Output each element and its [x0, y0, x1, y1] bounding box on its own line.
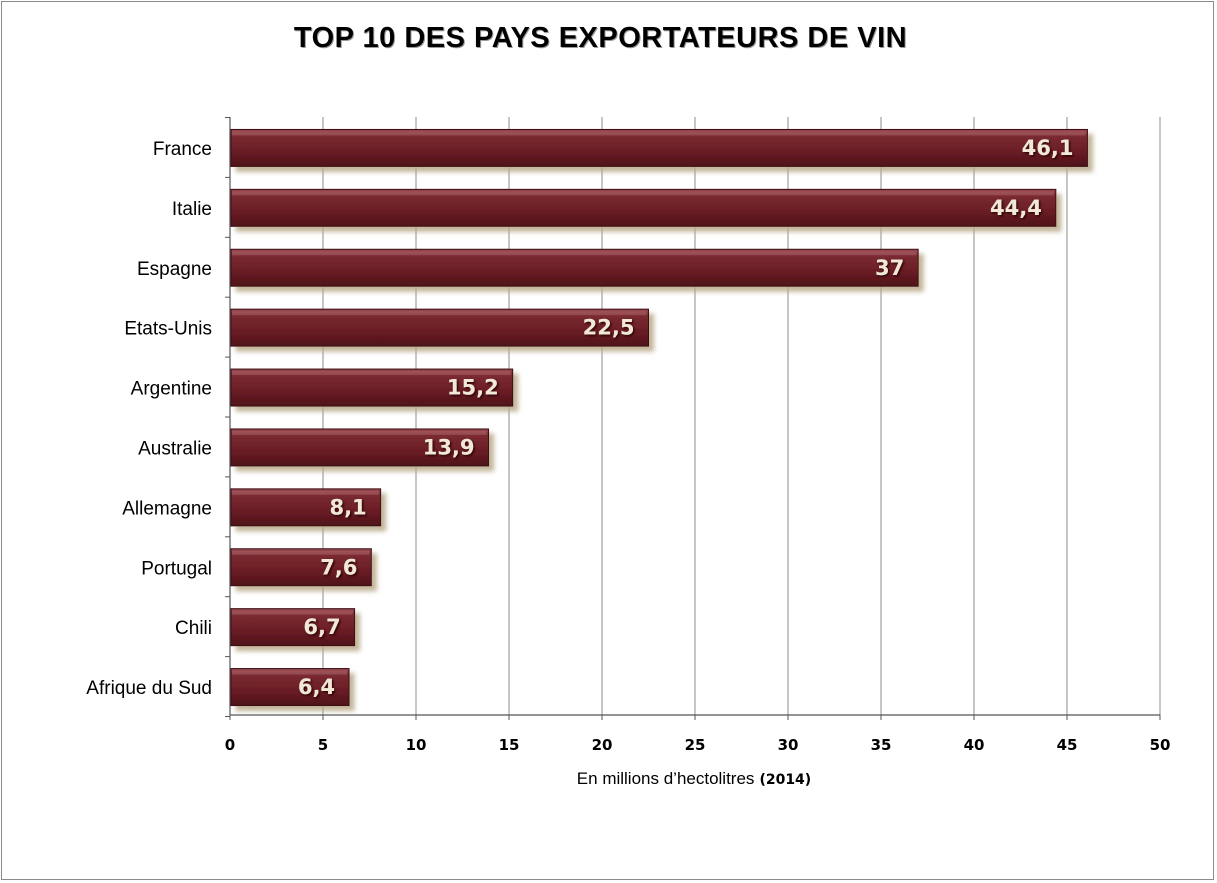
- bar-highlight: [232, 251, 917, 256]
- x-tick-label: 5: [318, 736, 328, 754]
- bar: [230, 428, 490, 467]
- bar-highlight: [232, 371, 511, 376]
- bar-highlight: [232, 311, 647, 316]
- data-label: 22,5: [583, 316, 635, 340]
- category-label: Allemagne: [122, 498, 212, 519]
- category-label: Etats-Unis: [124, 319, 212, 340]
- data-label: 6,7: [303, 615, 340, 639]
- data-label: 46,1: [1022, 136, 1074, 160]
- data-label: 37: [875, 256, 904, 280]
- bar: [230, 488, 382, 527]
- bars: 46,1 44,4 37 22,5 15,2 13,9 8,1 7,6 6,7 6,4: [230, 128, 1088, 707]
- category-label: Chili: [175, 618, 212, 639]
- bar-group: [230, 668, 350, 707]
- x-tick-label: 15: [499, 736, 520, 754]
- bar-group: [230, 308, 649, 347]
- bar-group: [230, 188, 1057, 227]
- category-label: France: [153, 139, 212, 160]
- x-axis-title-main: En millions d’hectolitres: [577, 769, 755, 788]
- x-tick-label: 25: [685, 736, 706, 754]
- bar-group: [230, 608, 356, 647]
- bar: [230, 188, 1057, 227]
- bar-highlight: [232, 550, 370, 555]
- category-labels: France Italie Espagne Etats-Unis Argentine Au…: [86, 139, 212, 699]
- data-label: 15,2: [447, 376, 499, 400]
- bar: [230, 308, 649, 347]
- x-tick-label: 45: [1057, 736, 1078, 754]
- bar-group: [230, 548, 372, 587]
- category-label: Afrique du Sud: [86, 678, 212, 699]
- x-axis-title: En millions d’hectolitres (2014): [577, 769, 811, 788]
- bar-highlight: [232, 610, 353, 615]
- category-label: Espagne: [137, 259, 212, 280]
- category-label: Argentine: [131, 379, 212, 400]
- data-label: 6,4: [298, 675, 335, 699]
- bar-highlight: [232, 191, 1054, 196]
- bar: [230, 248, 919, 287]
- bar-group: [230, 488, 382, 527]
- data-label: 44,4: [990, 196, 1042, 220]
- bar-highlight: [232, 131, 1086, 136]
- category-label: Portugal: [141, 558, 212, 579]
- bar: [230, 368, 514, 407]
- category-label: Australie: [138, 438, 212, 459]
- bar-highlight: [232, 430, 487, 435]
- bar-group: [230, 128, 1088, 167]
- bar-group: [230, 248, 919, 287]
- data-label: 7,6: [320, 555, 357, 579]
- x-tick-label: 35: [871, 736, 892, 754]
- bar: [230, 608, 356, 647]
- x-tick-label: 10: [406, 736, 427, 754]
- x-tick-labels: 0 5 10 15 20 25 30 35 40 45 50: [225, 736, 1171, 754]
- data-label: 8,1: [329, 495, 366, 519]
- data-label: 13,9: [423, 435, 475, 459]
- bar-highlight: [232, 670, 348, 675]
- bar: [230, 548, 372, 587]
- x-axis-title-year: (2014): [759, 772, 811, 788]
- axes: [225, 117, 1161, 720]
- x-tick-label: 0: [225, 736, 235, 754]
- x-tick-label: 50: [1150, 736, 1171, 754]
- category-label: Italie: [172, 199, 212, 220]
- chart-title: TOP 10 DES PAYS EXPORTATEURS DE VIN: [293, 22, 908, 54]
- bar-highlight: [232, 490, 379, 495]
- x-tick-label: 20: [592, 736, 613, 754]
- x-tick-label: 40: [964, 736, 985, 754]
- bar-group: [230, 368, 514, 407]
- bar-group: [230, 428, 490, 467]
- x-tick-label: 30: [778, 736, 799, 754]
- bar: [230, 668, 350, 707]
- bar: [230, 128, 1088, 167]
